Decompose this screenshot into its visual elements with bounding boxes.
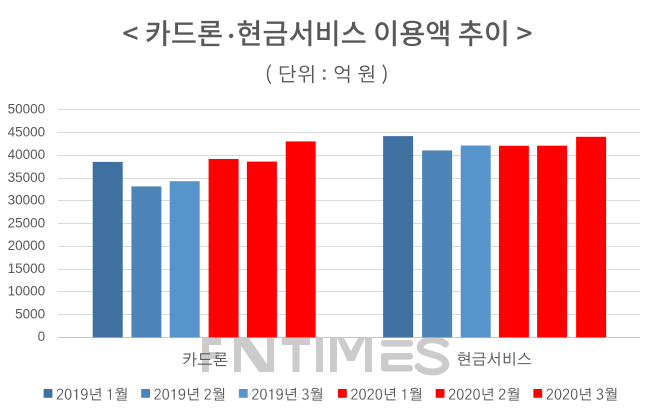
svg-text:50000: 50000 <box>8 102 46 117</box>
svg-text:5000: 5000 <box>15 306 45 321</box>
svg-text:35000: 35000 <box>8 170 46 185</box>
svg-text:0: 0 <box>38 329 46 344</box>
svg-text:45000: 45000 <box>8 125 46 140</box>
svg-text:25000: 25000 <box>8 215 46 230</box>
svg-text:30000: 30000 <box>8 193 46 208</box>
svg-text:15000: 15000 <box>8 261 46 276</box>
svg-text:20000: 20000 <box>8 238 46 253</box>
svg-text:40000: 40000 <box>8 147 46 162</box>
svg-text:10000: 10000 <box>8 284 46 299</box>
